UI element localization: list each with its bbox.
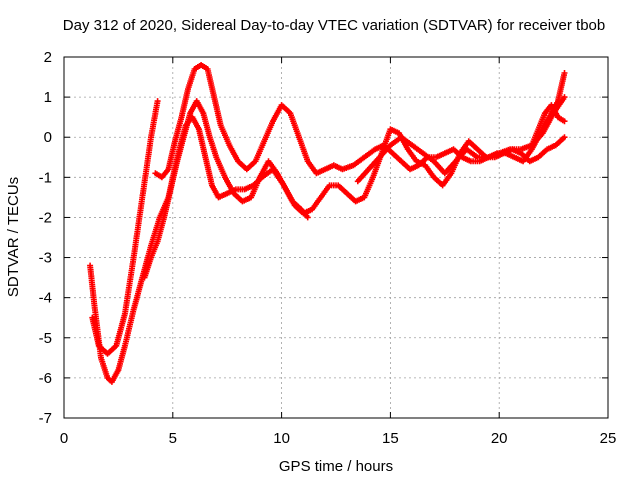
x-tick-label: 0 <box>60 430 68 447</box>
y-tick-label: -1 <box>39 169 52 186</box>
y-tick-label: 0 <box>44 129 52 146</box>
y-tick-label: -7 <box>39 410 52 427</box>
series-arc-5-markers <box>354 94 568 185</box>
chart-title: Day 312 of 2020, Sidereal Day-to-day VTE… <box>63 17 605 34</box>
y-tick-label: 2 <box>44 49 52 66</box>
y-tick-label: -4 <box>39 290 52 307</box>
plot-frame <box>63 56 609 419</box>
series-arc-4-markers <box>141 98 568 281</box>
series-arc-6-markers <box>528 102 568 149</box>
x-tick-label: 25 <box>600 430 617 447</box>
y-tick-label: -2 <box>39 209 52 226</box>
x-axis-label: GPS time / hours <box>279 458 393 475</box>
x-tick-label: 10 <box>273 430 290 447</box>
x-tick-label: 20 <box>491 430 508 447</box>
x-tick-label: 5 <box>169 430 177 447</box>
y-tick-label: -3 <box>39 250 52 267</box>
y-tick-label: 1 <box>44 89 52 106</box>
series-arc-3-markers <box>152 62 568 181</box>
x-tick-label: 15 <box>382 430 399 447</box>
grid-layer <box>64 57 608 418</box>
series-layer <box>87 62 568 385</box>
y-tick-label: -5 <box>39 330 52 347</box>
y-tick-label: -6 <box>39 370 52 387</box>
y-axis-label: SDTVAR / TECUs <box>5 177 22 297</box>
